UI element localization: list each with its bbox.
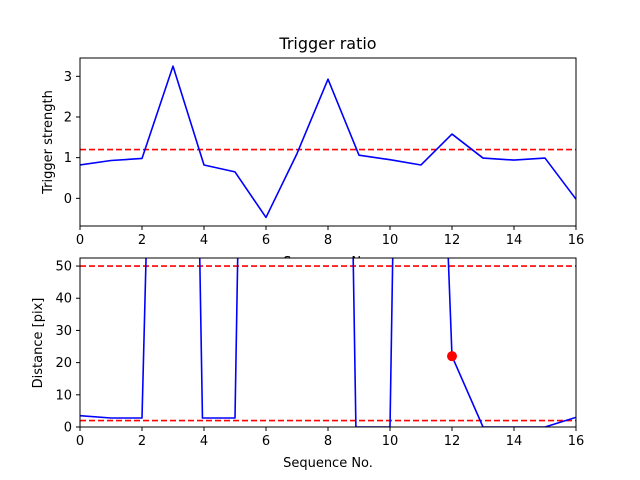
x-tick-label: 2 xyxy=(138,233,146,248)
x-tick-label: 10 xyxy=(382,233,399,248)
trigger-ratio-chart: Trigger ratio Trigger strength Sequence … xyxy=(41,34,584,270)
x-tick-label: 8 xyxy=(324,233,332,248)
x-tick-label: 16 xyxy=(568,233,585,248)
y-tick-label: 0 xyxy=(64,192,72,207)
plot-area: 0 2 4 6 8 10 12 14 16 0 10 20 30 40 50 xyxy=(55,257,585,449)
y-tick-label: 2 xyxy=(64,110,72,125)
x-tick-label: 8 xyxy=(324,434,332,449)
y-axis-label: Trigger strength xyxy=(41,90,56,195)
x-tick-label: 2 xyxy=(138,434,146,449)
x-tick-label: 4 xyxy=(200,434,208,449)
y-tick-label: 10 xyxy=(55,388,72,403)
x-tick-label: 12 xyxy=(444,233,461,248)
y-tick-label: 50 xyxy=(55,260,72,275)
y-axis-label: Distance [pix] xyxy=(31,298,46,389)
y-tick-label: 40 xyxy=(55,292,72,307)
data-layer xyxy=(80,65,576,219)
x-tick-label: 10 xyxy=(382,434,399,449)
data-point-marker xyxy=(447,351,457,362)
data-layer xyxy=(80,258,576,427)
y-tick-label: 3 xyxy=(64,70,72,85)
y-tick-label: 20 xyxy=(55,356,72,371)
x-tick-label: 14 xyxy=(506,233,523,248)
y-tick-label: 0 xyxy=(64,421,72,436)
x-tick-label: 4 xyxy=(200,233,208,248)
chart-title: Trigger ratio xyxy=(278,34,376,53)
plot-background xyxy=(80,258,576,427)
x-axis-label: Sequence No. xyxy=(283,456,373,471)
x-tick-label: 6 xyxy=(262,233,270,248)
x-tick-label: 16 xyxy=(568,434,585,449)
x-tick-label: 6 xyxy=(262,434,270,449)
x-tick-label: 12 xyxy=(444,434,461,449)
y-tick-label: 30 xyxy=(55,324,72,339)
x-tick-label: 14 xyxy=(506,434,523,449)
y-tick-label: 1 xyxy=(64,151,72,166)
series-line xyxy=(80,65,576,219)
x-tick-label: 0 xyxy=(76,233,84,248)
x-tick-label: 0 xyxy=(76,434,84,449)
distance-chart: Distance [pix] Sequence No. 0 2 4 6 8 10 12 14 1… xyxy=(31,257,585,471)
